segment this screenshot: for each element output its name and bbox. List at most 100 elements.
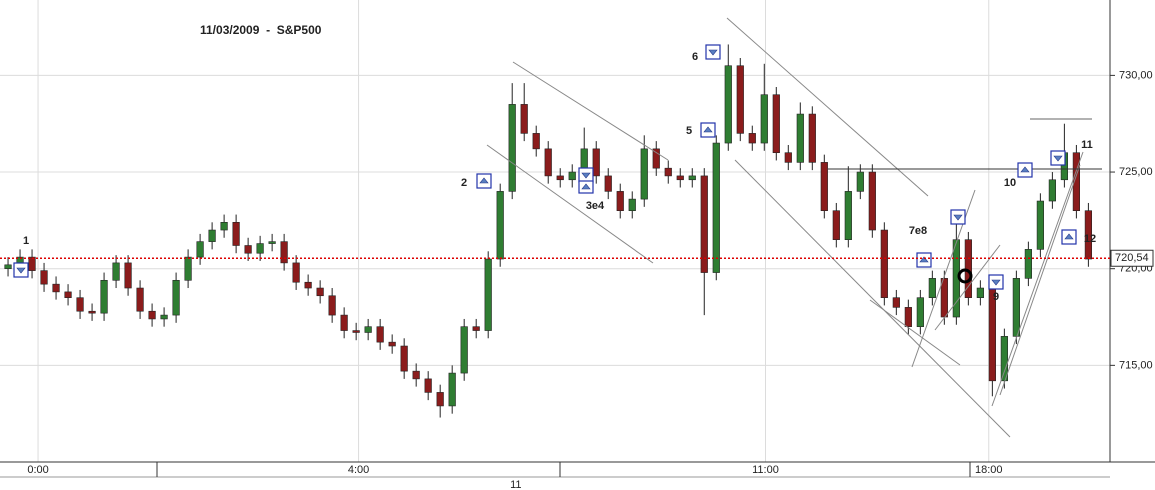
signal-label: 11 bbox=[1081, 139, 1093, 151]
buy-marker bbox=[476, 173, 492, 189]
candle-body bbox=[700, 175, 708, 273]
candle-body bbox=[352, 330, 360, 333]
candle-body bbox=[136, 287, 144, 312]
candle-body bbox=[292, 262, 300, 283]
candle-body bbox=[676, 175, 684, 181]
candle-body bbox=[1072, 152, 1080, 212]
candle-body bbox=[892, 297, 900, 308]
candle-body bbox=[304, 281, 312, 289]
sell-marker bbox=[1050, 150, 1066, 166]
candle-body bbox=[1084, 210, 1092, 260]
candle-body bbox=[616, 191, 624, 212]
x-tick-label: 18:00 bbox=[975, 464, 1003, 476]
candle-body bbox=[196, 241, 204, 258]
trend-line bbox=[999, 164, 1081, 396]
candle-body bbox=[1012, 278, 1020, 337]
buy-marker bbox=[1017, 162, 1033, 178]
candle-body bbox=[4, 264, 12, 269]
buy-marker bbox=[705, 44, 721, 60]
candle-body bbox=[628, 198, 636, 212]
candle-body bbox=[976, 287, 984, 298]
candle-body bbox=[268, 241, 276, 244]
candle-body bbox=[376, 326, 384, 343]
candle-body bbox=[1024, 249, 1032, 279]
candle-body bbox=[64, 291, 72, 298]
candle-body bbox=[760, 94, 768, 144]
sell-marker bbox=[578, 167, 594, 183]
trend-line bbox=[991, 151, 1084, 407]
y-tick-label: 730,00 bbox=[1119, 69, 1153, 81]
candle-body bbox=[112, 262, 120, 281]
candle-body bbox=[544, 148, 552, 177]
sell-marker bbox=[950, 209, 966, 225]
buy-marker bbox=[578, 180, 594, 194]
candle-body bbox=[592, 148, 600, 177]
signal-markers bbox=[13, 44, 1077, 290]
trend-lines bbox=[486, 17, 1102, 438]
candle-body bbox=[868, 171, 876, 231]
signal-label: 12 bbox=[1084, 233, 1096, 245]
candle-body bbox=[1048, 179, 1056, 202]
candle-body bbox=[520, 104, 528, 134]
candle-body bbox=[796, 113, 804, 163]
candle-body bbox=[784, 152, 792, 163]
candle-body bbox=[652, 148, 660, 169]
signal-label: 9 bbox=[993, 291, 999, 303]
candle-body bbox=[124, 262, 132, 289]
sell-marker bbox=[988, 274, 1004, 290]
candle-body bbox=[52, 283, 60, 293]
circle-marker bbox=[957, 268, 973, 284]
candle-body bbox=[160, 314, 168, 320]
candle-body bbox=[772, 94, 780, 154]
candle-body bbox=[496, 191, 504, 260]
candle-body bbox=[340, 314, 348, 331]
candle-body bbox=[724, 65, 732, 144]
buy-marker bbox=[1061, 229, 1077, 245]
candle-body bbox=[820, 162, 828, 212]
candle-body bbox=[412, 370, 420, 380]
trend-line bbox=[934, 244, 1001, 331]
candle-body bbox=[280, 241, 288, 264]
x-tick-label: 4:00 bbox=[348, 464, 369, 476]
candle-body bbox=[664, 167, 672, 177]
candle-body bbox=[208, 229, 216, 242]
candle-body bbox=[436, 392, 444, 407]
candle-body bbox=[460, 326, 468, 374]
signal-label: 7e8 bbox=[909, 225, 927, 237]
candle-body bbox=[604, 175, 612, 192]
candle-body bbox=[148, 310, 156, 320]
trend-line bbox=[486, 144, 654, 264]
candle-body bbox=[448, 372, 456, 407]
candle-body bbox=[172, 279, 180, 316]
signal-label: 10 bbox=[1004, 177, 1016, 189]
candle-body bbox=[568, 171, 576, 181]
candle-body bbox=[832, 210, 840, 240]
signal-label: 3e4 bbox=[586, 200, 605, 212]
candle-body bbox=[184, 256, 192, 281]
candle-body bbox=[556, 175, 564, 181]
candle-body bbox=[748, 133, 756, 144]
candle-body bbox=[232, 222, 240, 246]
candle-body bbox=[28, 256, 36, 271]
candle-body bbox=[640, 148, 648, 200]
trend-line bbox=[734, 159, 1011, 438]
candle-body bbox=[40, 270, 48, 285]
candle-body bbox=[688, 175, 696, 181]
candle-body bbox=[100, 279, 108, 314]
candle-body bbox=[736, 65, 744, 134]
candle-body bbox=[844, 191, 852, 240]
candle-body bbox=[916, 297, 924, 327]
candle-body bbox=[712, 142, 720, 273]
signal-label: 6 bbox=[692, 51, 698, 63]
y-tick-label: 725,00 bbox=[1119, 166, 1153, 178]
candle-body bbox=[532, 133, 540, 150]
candles bbox=[4, 44, 1092, 418]
buy-marker bbox=[700, 122, 716, 138]
candle-body bbox=[508, 104, 516, 192]
signal-label: 1 bbox=[23, 235, 29, 247]
candle-body bbox=[484, 258, 492, 331]
candle-body bbox=[808, 113, 816, 163]
candle-body bbox=[400, 345, 408, 372]
candle-body bbox=[472, 326, 480, 331]
